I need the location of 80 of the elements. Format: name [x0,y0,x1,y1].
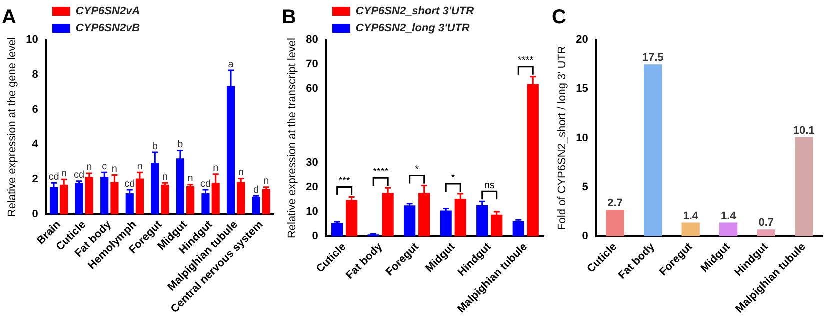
y-tick-label: 0 [582,230,588,243]
bar [332,223,344,237]
data-label: b [152,141,158,152]
chart-title: B [282,6,296,29]
bar [757,230,776,237]
data-label: cd [48,172,60,183]
y-tick-label: 10 [576,132,588,144]
legend-label: CYP6SN2_short 3'UTR [356,6,474,18]
y-tick-label: 70 [306,58,318,71]
bar [476,205,488,237]
chart-title: A [2,6,16,29]
y-tick-label: 80 [306,34,318,46]
annotation: * [415,164,420,176]
data-label: 2.7 [608,198,623,210]
y-tick-label: 0 [312,230,318,243]
y-tick-label: 15 [576,83,588,96]
annotation: **** [373,166,389,178]
data-label: 0.7 [758,217,774,230]
bar [440,210,452,237]
annotation: *** [338,176,351,187]
data-label: c [102,161,108,172]
bar [85,176,94,214]
data-label: cd [124,178,136,190]
bar [126,194,134,214]
bar [75,183,84,214]
bar [161,184,170,214]
bar [186,186,195,214]
bar [404,206,416,237]
data-label: b [178,140,184,151]
y-tick-label: 0 [32,208,38,221]
data-label: n [86,162,92,174]
bar [252,197,260,214]
data-label: 10.1 [793,124,815,137]
y-tick-label: 6 [32,104,38,116]
bar [512,221,524,237]
data-label: n [61,168,67,180]
bar [237,182,246,214]
bar [682,222,700,237]
data-label: cd [200,178,212,190]
bar [491,214,503,237]
data-label: n [188,174,194,185]
data-label: 17.5 [642,52,664,64]
y-axis-title: Relative expression at the gene level [6,37,19,218]
y-tick-label: 5 [582,181,588,194]
legend-label: CYP6SN2_long 3'UTR [356,22,470,35]
data-label: cd [74,170,85,182]
bar [644,64,662,237]
annotation: **** [518,56,534,67]
y-axis-title: Relative expression at the transcript level [286,38,299,239]
data-label: n [213,163,219,174]
bar [606,210,624,237]
bar [202,194,210,214]
bar [795,137,814,237]
y-tick-label: 60 [306,83,318,96]
bar [346,200,358,237]
data-label: 1.4 [683,210,700,222]
y-tick-label: 2 [32,174,38,186]
y-tick-label: 30 [306,156,318,169]
y-tick-label: 20 [306,181,318,194]
annotation: ns [484,180,495,192]
legend-label: CYP6SN2vB [76,22,140,35]
bar [262,189,270,214]
data-label: n [264,176,270,188]
chart-title: C [552,6,566,29]
data-label: a [228,59,234,70]
data-label: n [112,164,118,175]
data-label: 1.4 [720,210,738,222]
bar [720,222,738,237]
legend-label: CYP6SN2vA [76,6,140,18]
data-label: n [238,167,244,178]
y-tick-label: 20 [576,34,588,46]
y-tick-label: 4 [32,138,40,151]
y-tick-label: 10 [306,206,318,218]
y-tick-label: 8 [32,68,38,81]
annotation: * [451,172,456,184]
data-label: n [162,172,168,183]
y-tick-label: 10 [26,34,38,46]
data-label: n [137,161,143,172]
y-axis-title: Fold of CYP6SN2_short / long 3' UTR [556,46,569,230]
data-label: d [254,184,260,196]
